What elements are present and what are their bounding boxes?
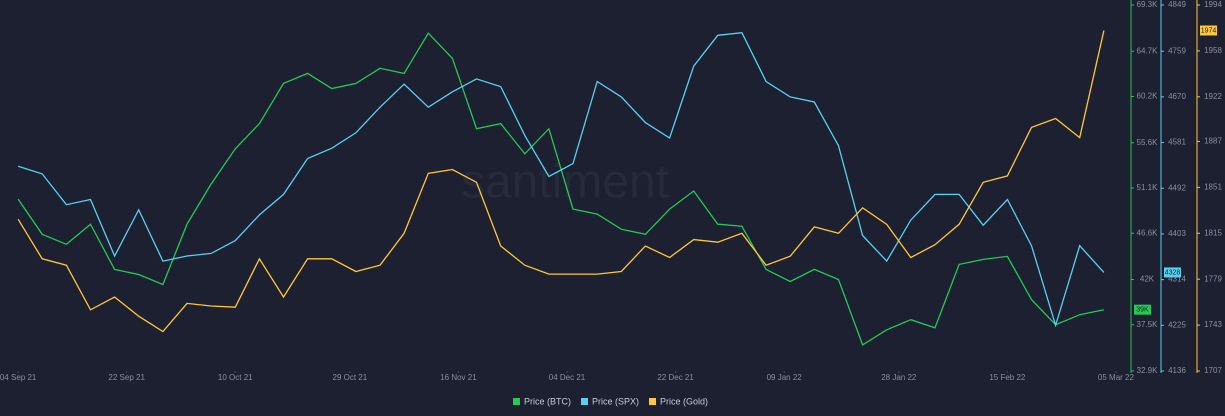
last-value-label: 39K <box>1136 307 1149 314</box>
y-tick-label: 46.6K <box>1137 228 1159 237</box>
y-tick-label: 1815 <box>1204 228 1222 237</box>
y-tick-label: 1958 <box>1204 46 1222 55</box>
y-tick-label: 51.1K <box>1137 183 1159 192</box>
y-tick-label: 1887 <box>1204 137 1222 146</box>
legend-swatch <box>513 398 520 405</box>
legend-label: Price (SPX) <box>592 396 639 406</box>
y-tick-label: 32.9K <box>1137 366 1159 375</box>
y-tick-label: 1779 <box>1204 274 1222 283</box>
y-tick-label: 1994 <box>1204 0 1222 9</box>
x-tick-label: 22 Dec 21 <box>657 373 694 382</box>
x-tick-label: 04 Sep 21 <box>0 373 37 382</box>
last-value-label: 4328 <box>1165 269 1181 276</box>
x-tick-label: 15 Feb 22 <box>989 373 1026 382</box>
x-tick-label: 10 Oct 21 <box>218 373 253 382</box>
legend-label: Price (Gold) <box>660 396 708 406</box>
series-line <box>17 32 1105 346</box>
y-tick-label: 37.5K <box>1137 320 1159 329</box>
x-tick-label: 09 Jan 22 <box>767 373 803 382</box>
y-tick-label: 1743 <box>1204 320 1222 329</box>
legend-swatch <box>581 398 588 405</box>
x-tick-label: 28 Jan 22 <box>881 373 917 382</box>
series-line <box>17 30 1105 333</box>
y-tick-label: 4670 <box>1168 92 1186 101</box>
last-value-label: 1974 <box>1201 27 1217 34</box>
x-tick-label: 05 Mar 22 <box>1098 373 1135 382</box>
y-tick-label: 4581 <box>1168 138 1186 147</box>
y-tick-label: 4492 <box>1168 183 1186 192</box>
x-tick-label: 22 Sep 21 <box>108 373 145 382</box>
last-value-badge <box>1134 304 1151 315</box>
y-tick-label: 4314 <box>1168 275 1186 284</box>
y-tick-label: 69.3K <box>1137 0 1159 9</box>
y-tick-label: 4849 <box>1168 0 1186 9</box>
series-line <box>17 32 1105 328</box>
y-tick-label: 4225 <box>1168 320 1186 329</box>
x-tick-label: 16 Nov 21 <box>440 373 477 382</box>
y-tick-label: 1707 <box>1204 366 1222 375</box>
y-tick-label: 4136 <box>1168 366 1186 375</box>
y-tick-label: 64.7K <box>1137 46 1159 55</box>
y-tick-label: 4403 <box>1168 229 1186 238</box>
x-tick-label: 04 Dec 21 <box>549 373 586 382</box>
legend-label: Price (BTC) <box>524 396 571 406</box>
y-tick-label: 60.2K <box>1137 92 1159 101</box>
last-value-badge <box>1200 25 1217 36</box>
y-tick-label: 4759 <box>1168 46 1186 55</box>
last-value-badge <box>1164 267 1181 278</box>
legend-swatch <box>649 398 657 405</box>
y-tick-label: 1851 <box>1204 182 1222 191</box>
y-tick-label: 1922 <box>1204 92 1222 101</box>
x-tick-label: 29 Oct 21 <box>333 373 368 382</box>
y-tick-label: 42K <box>1140 275 1155 284</box>
y-tick-label: 55.6K <box>1137 138 1159 147</box>
